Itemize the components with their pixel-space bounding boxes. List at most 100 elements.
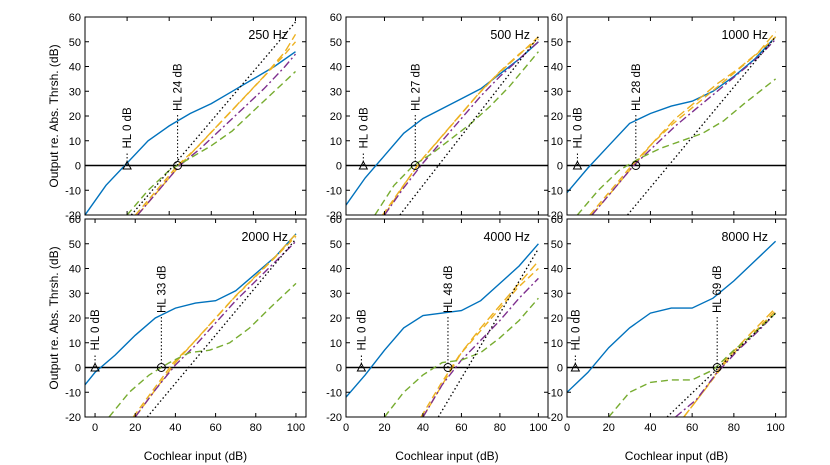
y-tick-label: 50 — [69, 239, 81, 251]
x-tick-label: 20 — [378, 422, 390, 434]
series-blue-line — [85, 51, 296, 215]
series-blue-line — [346, 243, 539, 398]
series-reference-line — [146, 238, 297, 417]
hl0-triangle-marker — [356, 362, 367, 372]
y-tick-label: -10 — [547, 387, 563, 399]
series-orange-line — [591, 31, 777, 215]
hl0-triangle-marker — [570, 362, 581, 372]
hl0-label: HL 0 dB — [90, 309, 102, 350]
x-tick-label: 100 — [287, 422, 305, 434]
hl0-triangle-marker — [572, 160, 583, 170]
y-tick-label: 10 — [551, 136, 563, 148]
panel-frame — [566, 218, 787, 418]
hl0-label: HL 0 dB — [356, 309, 368, 350]
hl-threshold-label: HL 48 dB — [443, 265, 455, 313]
series-green-line — [383, 297, 539, 417]
panel-2000-hz: HL 0 dB HL 33 dB 2000 Hz -20 -10 0 10 20 30 40 50 6… — [65, 214, 307, 463]
y-tick-label: 60 — [330, 12, 342, 24]
y-tick-label: -20 — [65, 210, 81, 222]
series-purple-line — [675, 312, 777, 417]
y-tick-label: 40 — [551, 264, 563, 276]
series-blue-line — [567, 36, 777, 194]
x-axis-label: Cochlear input (dB) — [625, 449, 728, 463]
y-tick-label: 40 — [330, 62, 342, 74]
y-tick-label: 30 — [69, 86, 81, 98]
hl-circle-marker — [712, 363, 722, 372]
y-tick-label: 10 — [69, 338, 81, 350]
x-tick-label: 100 — [766, 422, 784, 434]
hl0-label: HL 0 dB — [570, 309, 582, 350]
series-red-line — [420, 267, 539, 417]
y-tick-label: 60 — [69, 12, 81, 24]
series-purple-line — [134, 240, 297, 417]
y-tick-label: 50 — [330, 37, 342, 49]
x-tick-label: 0 — [564, 422, 570, 434]
y-tick-label: 60 — [551, 214, 563, 226]
x-axis-label: Cochlear input (dB) — [144, 449, 247, 463]
series-purple-line — [383, 41, 539, 215]
y-tick-label: -10 — [547, 185, 563, 197]
x-tick-label: 80 — [728, 422, 740, 434]
hl-threshold-label: HL 28 dB — [631, 63, 643, 111]
series-group — [346, 36, 539, 215]
y-tick-label: 50 — [69, 37, 81, 49]
y-tick-label: -10 — [65, 387, 81, 399]
frequency-title: 1000 Hz — [721, 28, 768, 42]
y-tick-label: 40 — [69, 264, 81, 276]
hl-threshold-label: HL 33 dB — [156, 265, 168, 313]
frequency-title: 2000 Hz — [241, 230, 288, 244]
y-tick-label: -20 — [326, 210, 342, 222]
y-tick-label: 10 — [551, 338, 563, 350]
hl-threshold-label: HL 24 dB — [173, 63, 185, 111]
x-tick-label: 80 — [250, 422, 262, 434]
series-red-line — [683, 310, 777, 417]
series-red-line — [134, 41, 297, 215]
y-tick-label: -20 — [65, 412, 81, 424]
panel-frame — [566, 16, 787, 216]
y-tick-label: 20 — [69, 111, 81, 123]
y-tick-label: 40 — [69, 62, 81, 74]
series-green-line — [608, 312, 777, 417]
panel-frame — [345, 218, 549, 418]
y-tick-label: 60 — [69, 214, 81, 226]
panel-frame — [84, 16, 307, 216]
series-orange-line — [134, 233, 297, 417]
series-red-line — [132, 235, 297, 417]
series-red-line — [589, 36, 777, 215]
y-tick-label: 0 — [75, 161, 81, 173]
series-red-line — [382, 36, 539, 215]
y-tick-label: 10 — [69, 136, 81, 148]
hl-circle-marker — [156, 363, 166, 372]
panel-500-hz: HL 0 dB HL 27 dB 500 Hz -20 -10 0 10 20 30 40 50 60 — [326, 12, 549, 222]
series-reference-line — [130, 21, 296, 215]
y-tick-label: 30 — [551, 288, 563, 300]
y-tick-label: 10 — [330, 136, 342, 148]
y-tick-label: 50 — [551, 37, 563, 49]
panel-frame — [345, 16, 549, 216]
y-tick-label: 20 — [551, 313, 563, 325]
series-blue-line — [567, 240, 777, 393]
hl-threshold-label: HL 69 dB — [712, 265, 724, 313]
y-tick-label: -10 — [65, 185, 81, 197]
series-reference-line — [627, 36, 777, 215]
y-tick-label: 50 — [330, 239, 342, 251]
series-green-line — [576, 78, 777, 215]
hl0-label: HL 0 dB — [358, 107, 370, 148]
y-tick-label: 40 — [551, 62, 563, 74]
y-tick-label: -10 — [326, 185, 342, 197]
y-tick-label: 30 — [551, 86, 563, 98]
y-tick-label: 20 — [551, 111, 563, 123]
hl0-triangle-marker — [122, 160, 132, 170]
y-tick-label: -20 — [547, 210, 563, 222]
x-tick-label: 20 — [603, 422, 615, 434]
x-tick-label: 40 — [169, 422, 181, 434]
x-tick-label: 40 — [644, 422, 656, 434]
panel-250-hz: HL 0 dB HL 24 dB 250 Hz -20 -10 0 10 20 30 40 50 60 — [65, 12, 307, 222]
y-tick-label: 20 — [69, 313, 81, 325]
hl-threshold-label: HL 27 dB — [410, 63, 422, 111]
x-tick-label: 20 — [129, 422, 141, 434]
y-tick-label: 0 — [336, 363, 342, 375]
series-purple-line — [591, 38, 777, 215]
y-tick-label: 20 — [330, 111, 342, 123]
